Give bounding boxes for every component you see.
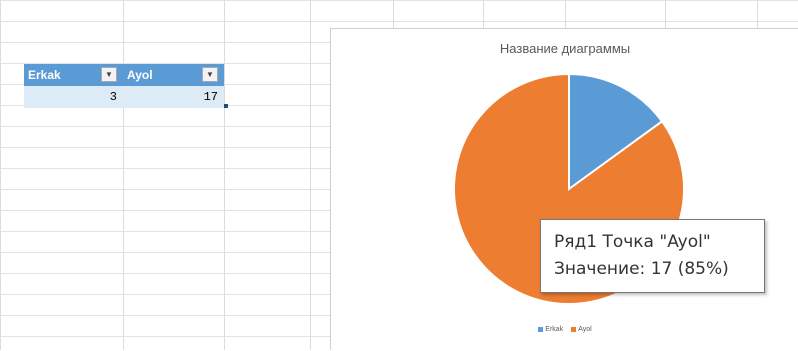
legend-swatch xyxy=(571,326,577,332)
pie-slice-erkak[interactable] xyxy=(568,72,664,191)
legend-label: Ayol xyxy=(578,326,592,333)
column-border xyxy=(310,0,311,350)
legend-item-ayol[interactable]: Ayol xyxy=(571,326,592,333)
table-header-ayol[interactable]: Ayol ▼ xyxy=(123,64,224,86)
table-cell-ayol-value[interactable]: 17 xyxy=(123,86,224,108)
tooltip-series-point: Ряд1 Точка "Ayol" xyxy=(554,232,711,252)
table-cell-erkak-value[interactable]: 3 xyxy=(24,86,123,108)
chart-title[interactable]: Название диаграммы xyxy=(499,41,631,56)
tooltip-value: Значение: 17 (85%) xyxy=(554,259,729,279)
legend-label: Erkak xyxy=(545,326,564,333)
column-border xyxy=(123,0,124,350)
header-label: Ayol xyxy=(127,68,153,82)
legend-item-erkak[interactable]: Erkak xyxy=(538,326,563,333)
table-header-erkak[interactable]: Erkak ▼ xyxy=(24,64,123,86)
header-label: Erkak xyxy=(28,68,61,82)
data-point-tooltip: Ряд1 Точка "Ayol" Значение: 17 (85%) xyxy=(540,219,765,293)
column-border xyxy=(0,0,1,350)
filter-dropdown-icon[interactable]: ▼ xyxy=(202,67,218,82)
chart-legend[interactable]: Erkak Ayol xyxy=(331,326,798,333)
pie-chart[interactable]: Название диаграммы Erkak Ayol xyxy=(330,28,798,350)
table-resize-handle[interactable] xyxy=(224,104,228,108)
pie-plot xyxy=(453,72,685,305)
filter-dropdown-icon[interactable]: ▼ xyxy=(101,67,117,82)
column-border xyxy=(224,0,225,350)
legend-swatch xyxy=(538,326,544,332)
